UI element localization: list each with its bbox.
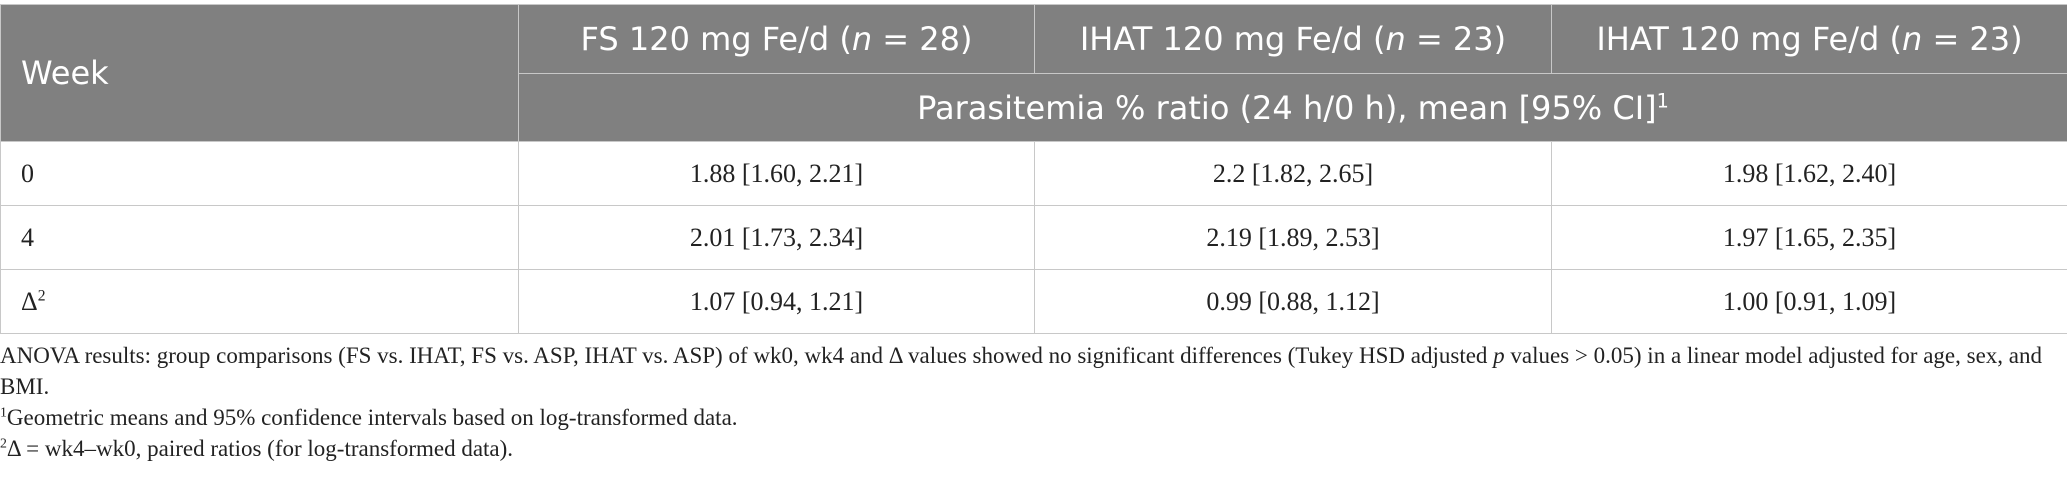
table-cell: 2.2 [1.82, 2.65] [1034,141,1552,206]
measure-subheader: Parasitemia % ratio (24 h/0 h), mean [95… [518,73,2067,142]
row-week-label: Δ2 [0,269,519,334]
table-cell: 1.88 [1.60, 2.21] [518,141,1035,206]
anova-note: ANOVA results: group comparisons (FS vs.… [0,343,2043,399]
table-cell: 1.97 [1.65, 2.35] [1551,205,2067,270]
table-cell: 2.19 [1.89, 2.53] [1034,205,1552,270]
table-row: 4 2.01 [1.73, 2.34] 2.19 [1.89, 2.53] 1.… [0,205,2067,270]
results-table: Week FS 120 mg Fe/d (n = 28) IHAT 120 mg… [0,4,2067,334]
group-header-3: IHAT 120 mg Fe/d (n = 23) [1551,4,2067,74]
table-cell: 0.99 [0.88, 1.12] [1034,269,1552,334]
row-week-label: 4 [0,205,519,270]
results-table-container: Week FS 120 mg Fe/d (n = 28) IHAT 120 mg… [0,4,2067,334]
group-header-1: FS 120 mg Fe/d (n = 28) [518,4,1035,74]
table-row: Δ2 1.07 [0.94, 1.21] 0.99 [0.88, 1.12] 1… [0,269,2067,334]
table-cell: 1.00 [0.91, 1.09] [1551,269,2067,334]
group-header-2: IHAT 120 mg Fe/d (n = 23) [1034,4,1552,74]
table-cell: 2.01 [1.73, 2.34] [518,205,1035,270]
table-cell: 1.07 [0.94, 1.21] [518,269,1035,334]
header-row-measure: Parasitemia % ratio (24 h/0 h), mean [95… [1,73,2067,142]
row-week-label: 0 [0,141,519,206]
footnote-2: 2Δ = wk4–wk0, paired ratios (for log-tra… [0,435,514,461]
table-row: 0 1.88 [1.60, 2.21] 2.2 [1.82, 2.65] 1.9… [0,141,2067,206]
footnote-1: 1Geometric means and 95% confidence inte… [0,404,738,430]
week-header: Week [0,4,519,142]
table-cell: 1.98 [1.62, 2.40] [1551,141,2067,206]
table-footnotes: ANOVA results: group comparisons (FS vs.… [0,340,2067,464]
header-row-groups: Week FS 120 mg Fe/d (n = 28) IHAT 120 mg… [0,4,2067,142]
